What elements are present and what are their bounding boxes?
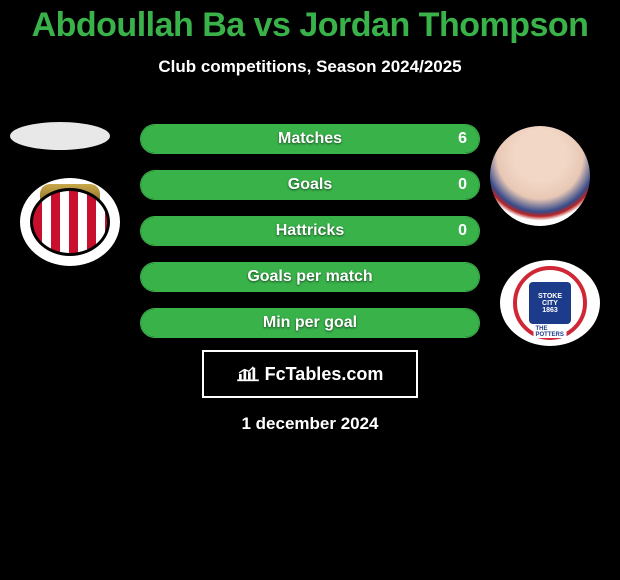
stat-label: Hattricks — [141, 217, 479, 245]
club-badge-right-text-top: STOKE — [538, 293, 562, 300]
stat-row-hattricks: Hattricks 0 — [140, 216, 480, 246]
club-badge-right: STOKE CITY 1863 THE POTTERS — [500, 260, 600, 346]
stat-label: Matches — [141, 125, 479, 153]
club-badge-right-ring: STOKE CITY 1863 THE POTTERS — [513, 266, 587, 340]
club-badge-right-text-bottom: THE POTTERS — [534, 326, 567, 338]
stats-area: Matches 6 Goals 0 Hattricks 0 Goals per … — [140, 124, 480, 354]
stat-label: Goals per match — [141, 263, 479, 291]
club-badge-right-shield: STOKE CITY 1863 — [529, 282, 571, 324]
branding-box: FcTables.com — [202, 350, 418, 398]
player-left-avatar — [10, 122, 110, 150]
stat-right-value: 0 — [458, 217, 467, 245]
club-badge-right-year: 1863 — [542, 307, 558, 314]
date-line: 1 december 2024 — [0, 414, 620, 434]
stat-label: Min per goal — [141, 309, 479, 337]
bar-chart-icon — [237, 365, 259, 383]
stat-row-goals: Goals 0 — [140, 170, 480, 200]
player-right-avatar — [490, 126, 590, 226]
stat-right-value: 0 — [458, 171, 467, 199]
club-badge-right-text-mid: CITY — [542, 300, 558, 307]
club-badge-left — [20, 178, 120, 266]
stat-row-goals-per-match: Goals per match — [140, 262, 480, 292]
stat-label: Goals — [141, 171, 479, 199]
page-title: Abdoullah Ba vs Jordan Thompson — [0, 0, 620, 45]
stat-row-min-per-goal: Min per goal — [140, 308, 480, 338]
club-badge-left-stripes — [30, 188, 110, 256]
page-subtitle: Club competitions, Season 2024/2025 — [0, 57, 620, 77]
branding-text: FcTables.com — [265, 364, 384, 385]
stat-right-value: 6 — [458, 125, 467, 153]
stat-row-matches: Matches 6 — [140, 124, 480, 154]
